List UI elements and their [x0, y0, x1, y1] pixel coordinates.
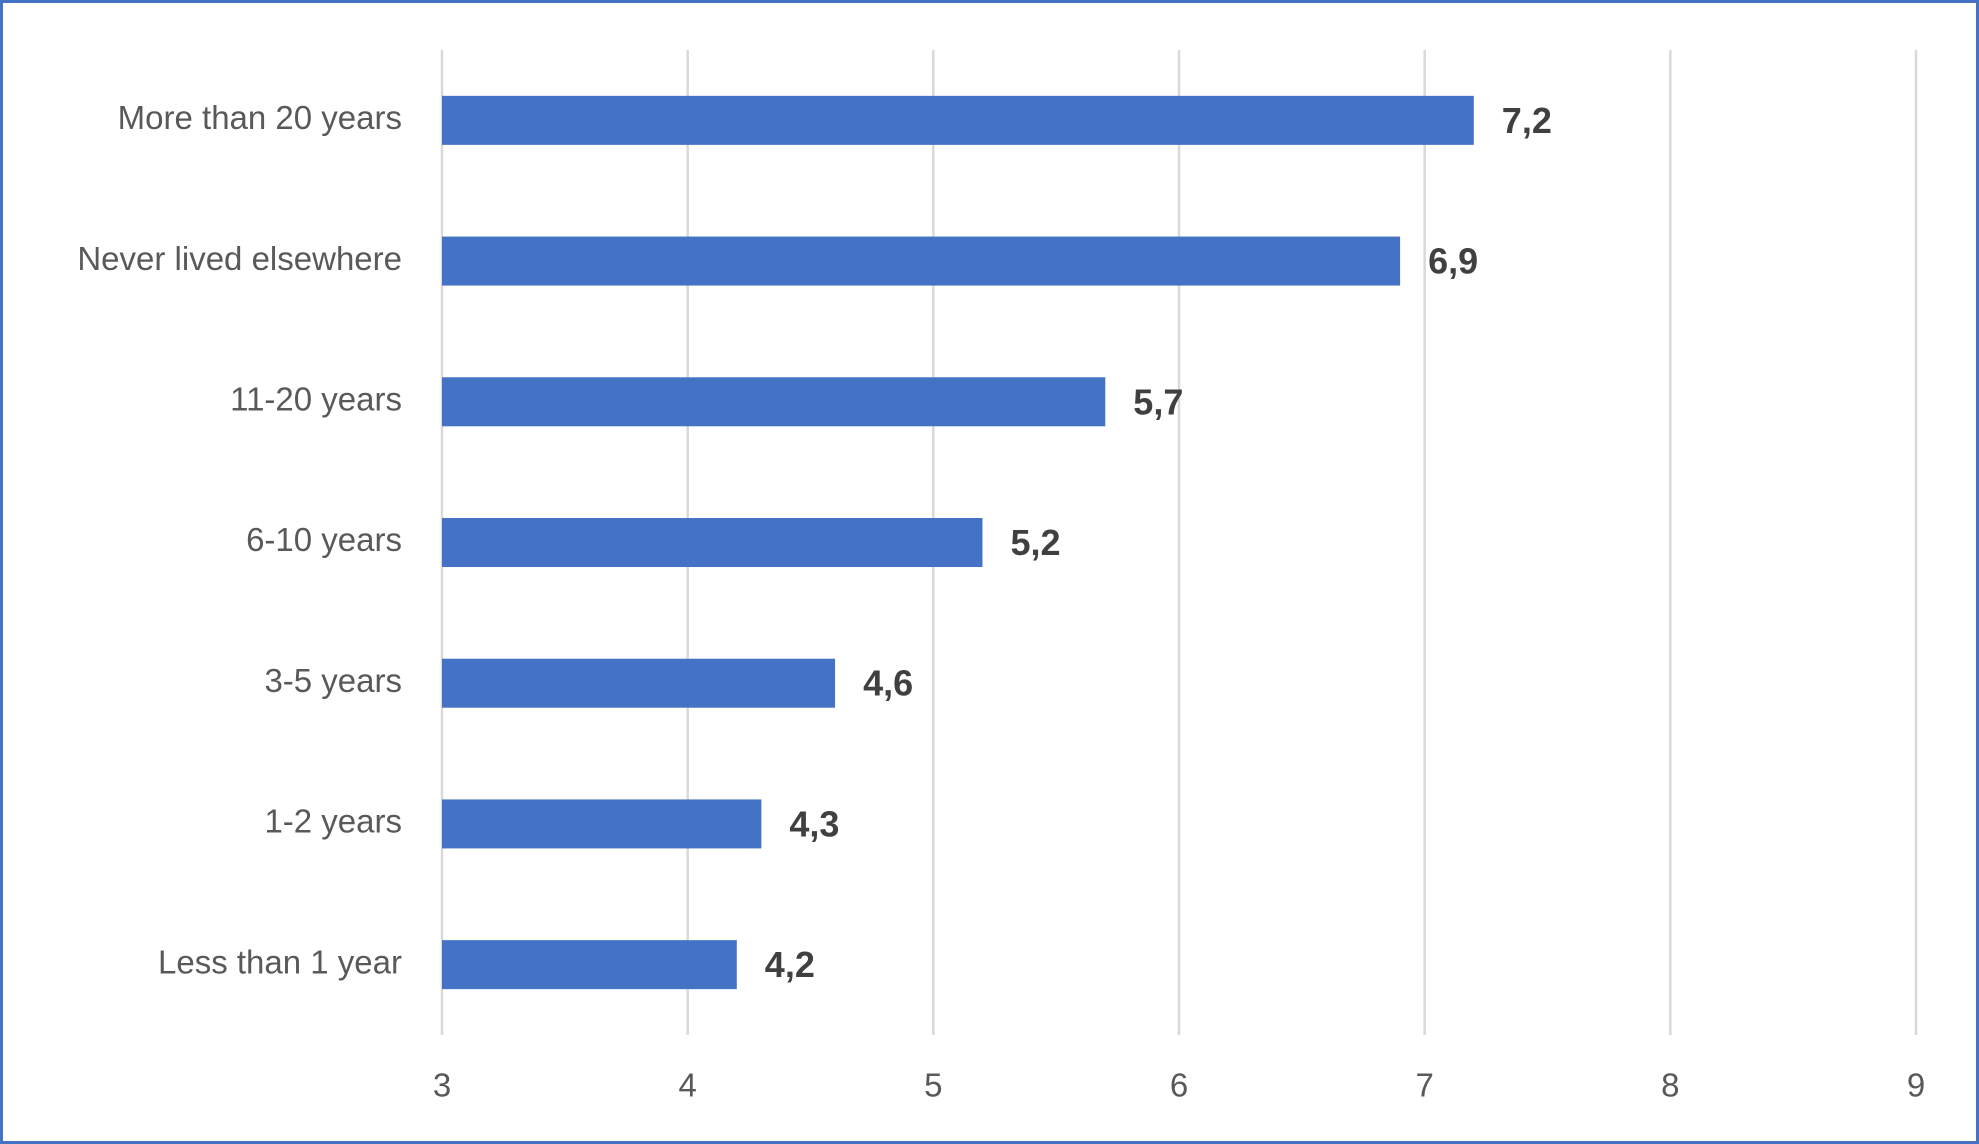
y-tick-label: More than 20 years: [118, 99, 402, 136]
bar: [442, 95, 1474, 145]
value-label: 5,2: [1010, 522, 1060, 563]
bar: [442, 799, 762, 849]
value-label: 6,9: [1428, 241, 1478, 282]
value-label: 4,6: [863, 663, 913, 704]
value-label: 4,2: [765, 944, 815, 985]
y-tick-label: 11-20 years: [230, 381, 402, 418]
bar: [442, 940, 737, 990]
x-tick-label: 5: [924, 1067, 942, 1104]
x-tick-label: 3: [433, 1067, 451, 1104]
bar: [442, 377, 1106, 427]
x-tick-label: 7: [1415, 1067, 1433, 1104]
y-tick-label: Never lived elsewhere: [77, 240, 402, 277]
x-tick-label: 6: [1170, 1067, 1188, 1104]
x-tick-label: 8: [1661, 1067, 1679, 1104]
value-label: 7,2: [1502, 100, 1552, 141]
x-tick-label: 4: [678, 1067, 696, 1104]
y-tick-label: 3-5 years: [264, 662, 402, 699]
y-tick-label: 1-2 years: [264, 803, 402, 840]
bar: [442, 658, 836, 708]
value-label: 4,3: [789, 803, 839, 844]
y-tick-label: 6-10 years: [246, 521, 402, 558]
bar: [442, 518, 983, 567]
x-tick-label: 9: [1907, 1067, 1925, 1104]
bar: [442, 236, 1401, 286]
y-tick-label: Less than 1 year: [158, 943, 402, 980]
value-label: 5,7: [1133, 381, 1183, 422]
